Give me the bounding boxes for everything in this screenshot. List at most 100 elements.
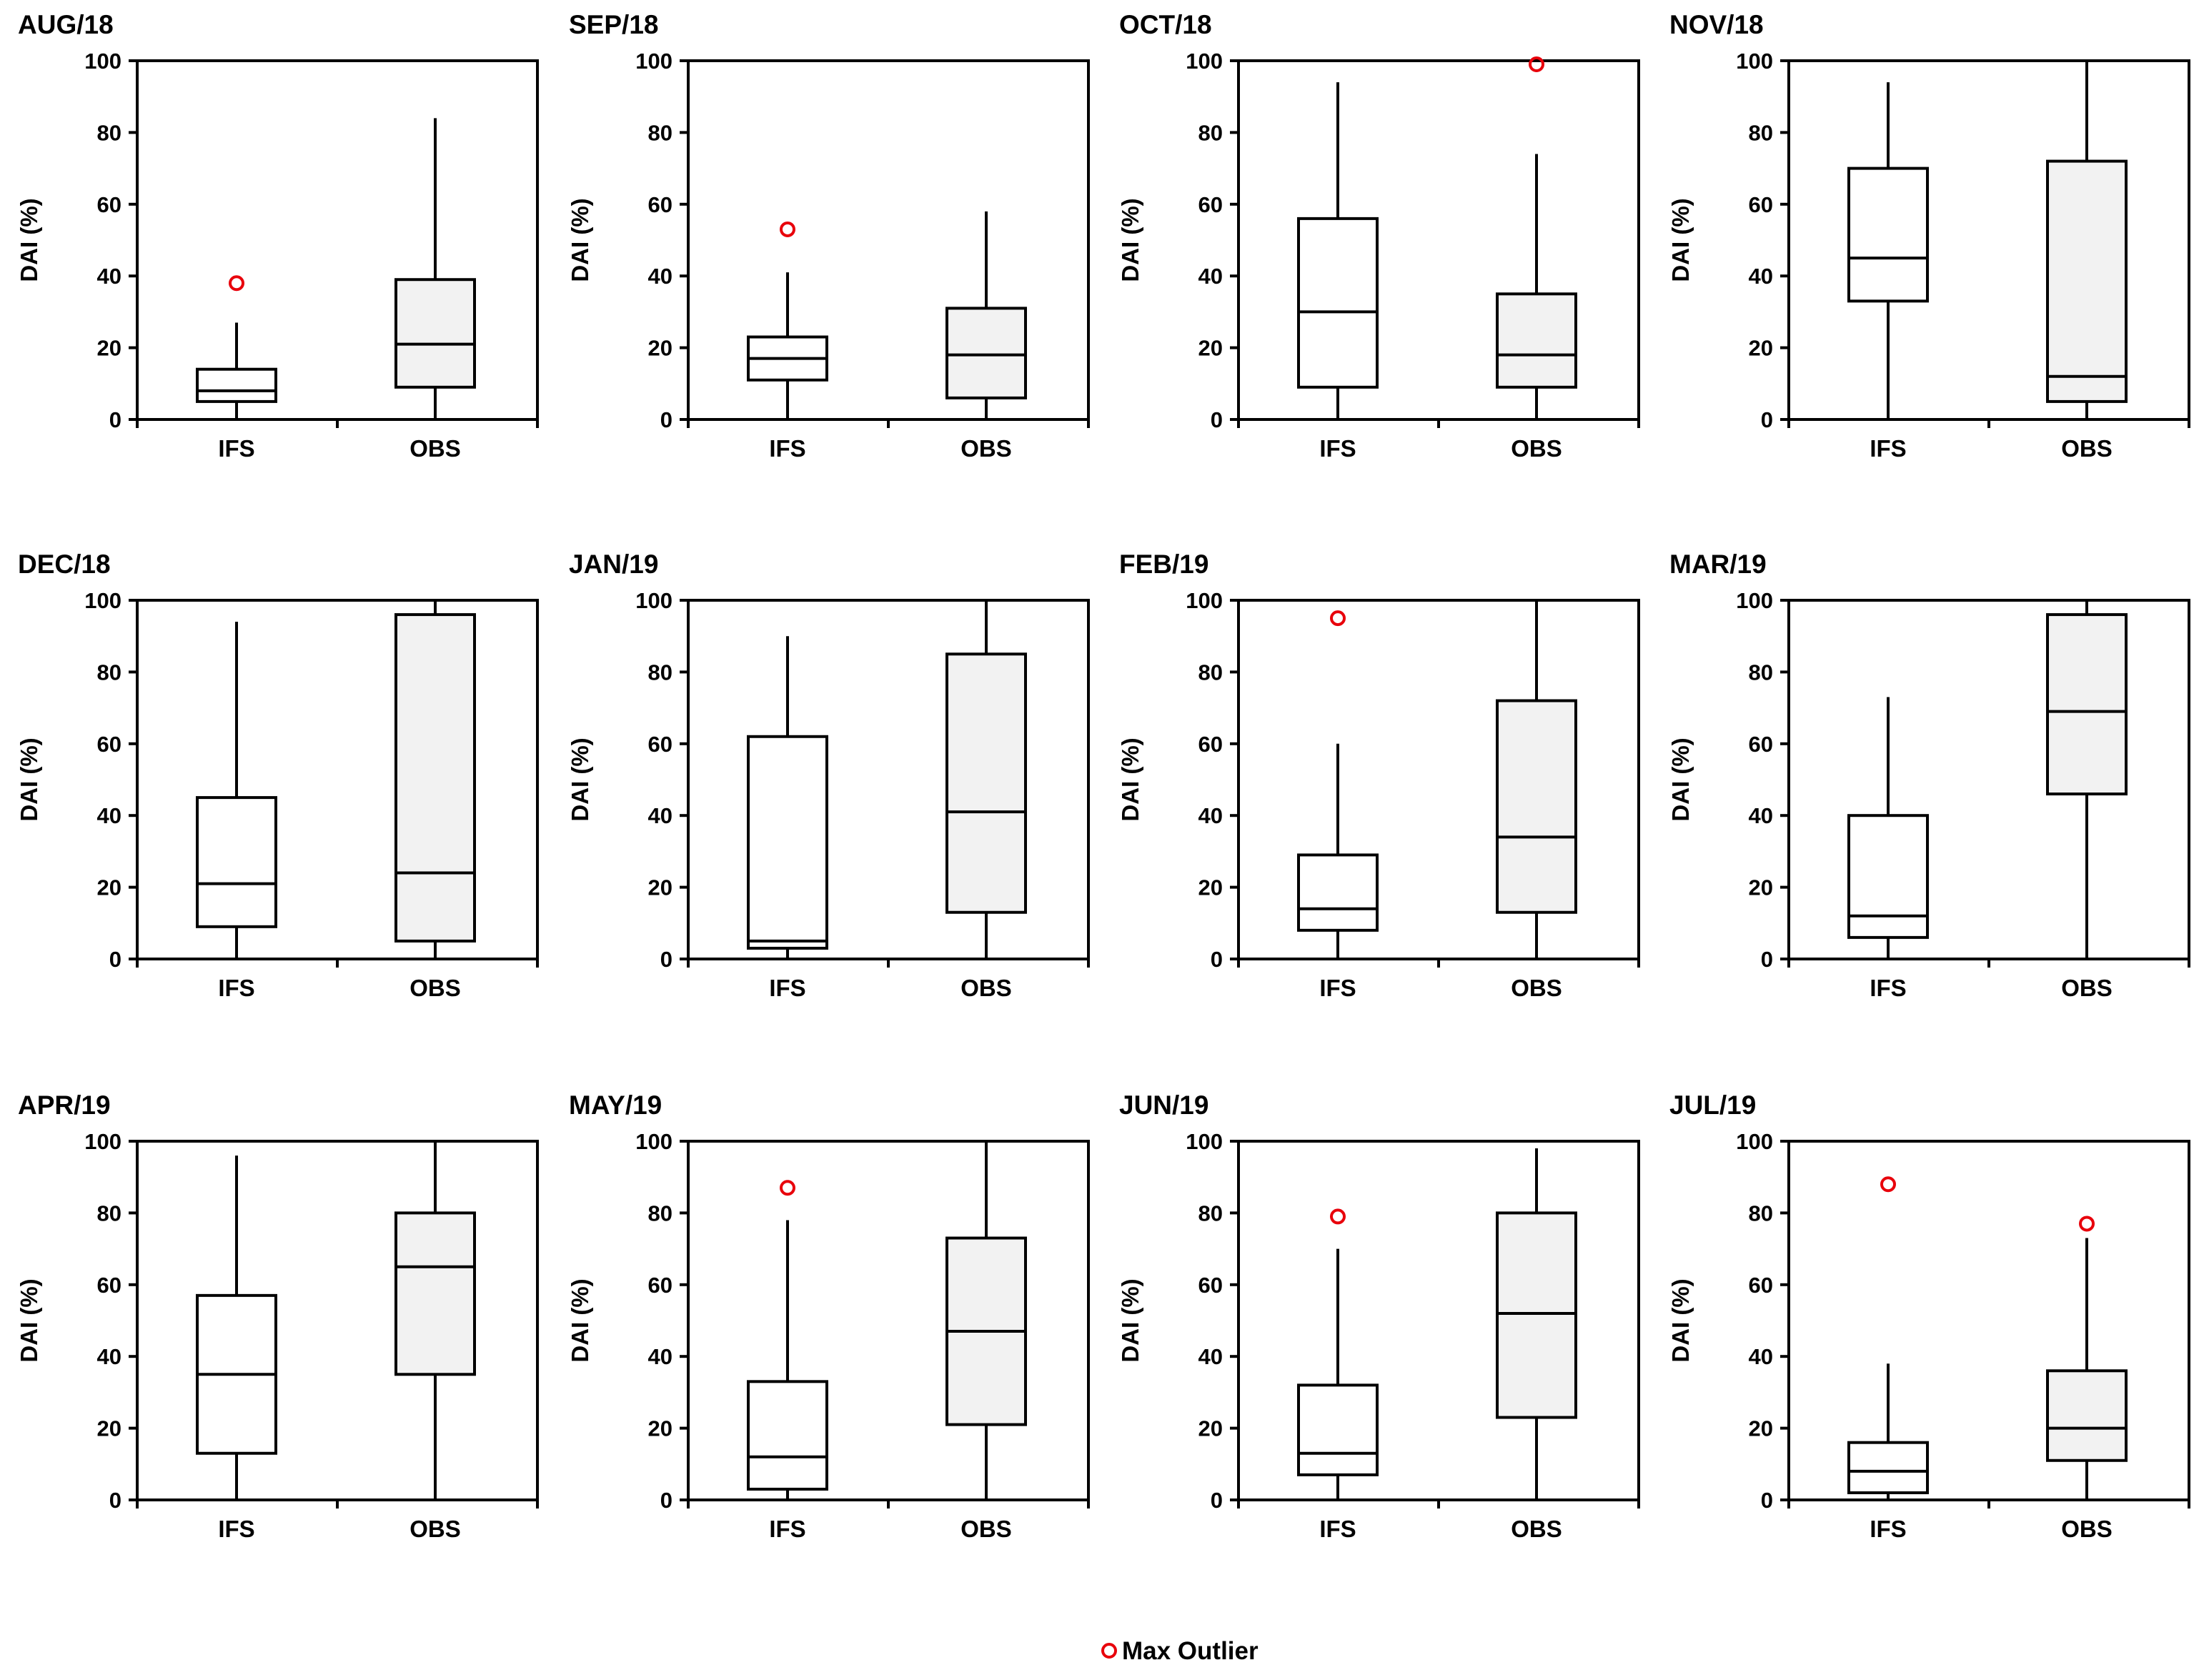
ifs-max-outlier xyxy=(1880,1176,1896,1193)
x-category-label: OBS xyxy=(2061,435,2113,462)
x-category-label: OBS xyxy=(2061,975,2113,1001)
x-category-label: OBS xyxy=(409,975,461,1001)
panel-aug-18: AUG/18 DAI (%) 0 20 40 60 80 100 IFS OBS xyxy=(16,10,539,462)
panel-title: OCT/18 xyxy=(1119,10,1212,39)
y-tick-label: 20 xyxy=(1749,336,1773,361)
legend-outlier-marker xyxy=(1101,1643,1117,1659)
ifs-box xyxy=(1297,1383,1379,1476)
y-tick-label: 40 xyxy=(1749,264,1773,289)
y-tick-label: 100 xyxy=(1736,49,1773,74)
y-tick-label: 60 xyxy=(1198,732,1223,757)
y-tick-label: 20 xyxy=(648,1416,672,1441)
y-tick-label: 40 xyxy=(97,264,121,289)
panel-nov-18: NOV/18 DAI (%) 0 20 40 60 80 100 IFS OBS xyxy=(1667,10,2190,462)
y-tick-label: 100 xyxy=(1186,588,1223,613)
y-tick-label: 40 xyxy=(97,803,121,828)
y-axis-title: DAI (%) xyxy=(1117,737,1143,821)
y-tick-label: 0 xyxy=(109,407,121,432)
panel-jun-19: JUN/19 DAI (%) 0 20 40 60 80 100 IFS OBS xyxy=(1117,1090,1640,1542)
panel-feb-19: FEB/19 DAI (%) 0 20 40 60 80 100 IFS OBS xyxy=(1117,550,1640,1001)
y-tick-label: 20 xyxy=(648,336,672,361)
y-tick-label: 60 xyxy=(1198,192,1223,217)
obs-box xyxy=(1496,292,1577,389)
y-tick-label: 40 xyxy=(1198,803,1223,828)
y-tick-label: 100 xyxy=(635,1129,672,1154)
panel-title: AUG/18 xyxy=(18,10,114,39)
y-tick-label: 40 xyxy=(1749,1344,1773,1369)
obs-box xyxy=(1496,699,1577,914)
y-tick-label: 80 xyxy=(97,120,121,145)
x-category-label: OBS xyxy=(960,975,1012,1001)
x-category-label: IFS xyxy=(1870,975,1906,1001)
y-tick-label: 60 xyxy=(1749,1273,1773,1298)
ifs-max-outlier xyxy=(780,221,795,237)
y-tick-label: 60 xyxy=(1749,192,1773,217)
obs-box xyxy=(2046,1369,2128,1462)
y-axis-title: DAI (%) xyxy=(1667,737,1694,821)
panel-title: JAN/19 xyxy=(569,550,658,579)
panel-title: FEB/19 xyxy=(1119,550,1208,579)
obs-box xyxy=(394,1211,476,1376)
y-tick-label: 80 xyxy=(1198,120,1223,145)
y-tick-label: 20 xyxy=(97,1416,121,1441)
x-category-label: IFS xyxy=(769,435,805,462)
y-tick-label: 80 xyxy=(1749,1201,1773,1226)
y-tick-label: 20 xyxy=(1749,875,1773,900)
panel-title: APR/19 xyxy=(18,1090,111,1120)
ifs-box xyxy=(196,796,277,928)
y-tick-label: 40 xyxy=(648,264,672,289)
y-tick-label: 100 xyxy=(1736,1129,1773,1154)
y-tick-label: 80 xyxy=(648,1201,672,1226)
y-tick-label: 40 xyxy=(1198,1344,1223,1369)
y-tick-label: 100 xyxy=(84,588,121,613)
y-tick-label: 60 xyxy=(648,1273,672,1298)
y-tick-label: 60 xyxy=(648,732,672,757)
y-tick-label: 0 xyxy=(1211,947,1223,972)
x-category-label: IFS xyxy=(1319,975,1356,1001)
x-category-label: IFS xyxy=(769,975,805,1001)
y-axis-title: DAI (%) xyxy=(1117,1278,1143,1362)
y-tick-label: 80 xyxy=(97,1201,121,1226)
legend: Max Outlier xyxy=(1101,1637,1259,1665)
panel-title: JUN/19 xyxy=(1119,1090,1208,1120)
obs-box xyxy=(2046,159,2128,403)
x-category-label: OBS xyxy=(409,1516,461,1542)
panel-title: JUL/19 xyxy=(1669,1090,1756,1120)
ifs-max-outlier xyxy=(229,275,244,292)
panel-mar-19: MAR/19 DAI (%) 0 20 40 60 80 100 IFS OBS xyxy=(1667,550,2190,1001)
y-tick-label: 80 xyxy=(1749,120,1773,145)
y-tick-label: 100 xyxy=(1186,49,1223,74)
y-tick-label: 0 xyxy=(1761,947,1773,972)
x-category-label: OBS xyxy=(1511,1516,1562,1542)
ifs-box xyxy=(1847,1441,1929,1494)
panel-title: DEC/18 xyxy=(18,550,111,579)
y-axis-title: DAI (%) xyxy=(1117,198,1143,282)
x-category-label: OBS xyxy=(2061,1516,2113,1542)
y-tick-label: 100 xyxy=(635,588,672,613)
x-category-label: OBS xyxy=(409,435,461,462)
y-tick-label: 100 xyxy=(1736,588,1773,613)
legend-label: Max Outlier xyxy=(1122,1637,1259,1665)
x-category-label: OBS xyxy=(960,435,1012,462)
panel-title: MAR/19 xyxy=(1669,550,1767,579)
y-tick-label: 60 xyxy=(97,1273,121,1298)
x-category-label: IFS xyxy=(1319,435,1356,462)
y-tick-label: 20 xyxy=(1198,1416,1223,1441)
panel-jul-19: JUL/19 DAI (%) 0 20 40 60 80 100 IFS OBS xyxy=(1667,1090,2190,1542)
y-tick-label: 20 xyxy=(97,875,121,900)
y-tick-label: 80 xyxy=(1198,660,1223,685)
ifs-box xyxy=(1297,853,1379,932)
y-tick-label: 60 xyxy=(1198,1273,1223,1298)
x-category-label: IFS xyxy=(218,975,254,1001)
x-category-label: IFS xyxy=(218,435,254,462)
y-tick-label: 40 xyxy=(648,1344,672,1369)
ifs-max-outlier xyxy=(780,1180,795,1196)
ifs-max-outlier xyxy=(1330,610,1346,627)
y-tick-label: 20 xyxy=(1198,336,1223,361)
panel-title: MAY/19 xyxy=(569,1090,662,1120)
y-tick-label: 0 xyxy=(109,947,121,972)
x-category-label: IFS xyxy=(1319,1516,1356,1542)
y-tick-label: 80 xyxy=(648,120,672,145)
panel-apr-19: APR/19 DAI (%) 0 20 40 60 80 100 IFS OBS xyxy=(16,1090,539,1542)
